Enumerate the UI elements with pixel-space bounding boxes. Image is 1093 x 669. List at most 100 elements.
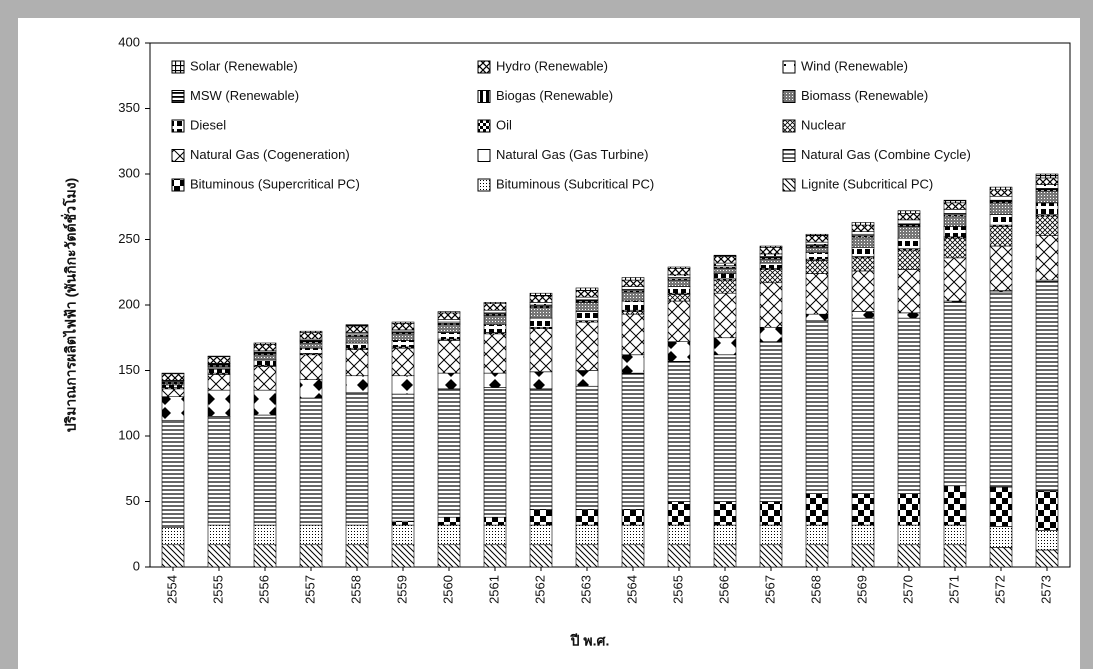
bar-segment xyxy=(253,524,277,546)
bar-segment xyxy=(253,544,277,568)
bar-segment xyxy=(437,311,461,314)
bar-segment xyxy=(207,524,231,546)
legend-label: Nuclear xyxy=(801,117,846,132)
y-tick-label: 150 xyxy=(118,362,140,377)
y-tick-label: 50 xyxy=(126,493,140,508)
x-tick-label: 2556 xyxy=(256,575,271,604)
x-tick-label: 2561 xyxy=(486,575,501,604)
bar-segment xyxy=(437,340,461,374)
legend-label: MSW (Renewable) xyxy=(190,88,299,103)
bar-segment xyxy=(897,544,921,568)
bar-segment xyxy=(299,397,323,526)
bar-segment xyxy=(713,279,737,294)
bar-segment xyxy=(805,235,829,243)
bar-segment xyxy=(943,544,967,568)
legend-label: Wind (Renewable) xyxy=(801,58,908,73)
x-tick-label: 2555 xyxy=(210,575,225,604)
x-tick-label: 2560 xyxy=(440,575,455,604)
bar-segment xyxy=(805,544,829,568)
bar-segment xyxy=(437,332,461,340)
bar-segment xyxy=(345,375,369,394)
bar-segment xyxy=(529,317,553,328)
bar-segment xyxy=(1035,215,1059,236)
bar-segment xyxy=(621,544,645,568)
bar-segment xyxy=(759,247,783,255)
bar-segment xyxy=(851,236,875,248)
bar-segment xyxy=(207,355,231,358)
bar-segment xyxy=(851,231,875,235)
bar-segment xyxy=(713,501,737,526)
bar-segment xyxy=(529,328,553,373)
x-tick-label: 2563 xyxy=(578,575,593,604)
legend-swatch xyxy=(477,119,491,133)
bar-segment xyxy=(437,319,461,323)
bar-segment xyxy=(161,373,185,381)
legend-label: Natural Gas (Gas Turbine) xyxy=(496,147,648,162)
bar-segment xyxy=(667,501,691,526)
bar-segment xyxy=(897,524,921,546)
bar-segment xyxy=(759,544,783,568)
bar-segment xyxy=(805,260,829,274)
bar-segment xyxy=(667,300,691,342)
bar-segment xyxy=(1035,190,1059,204)
bar-segment xyxy=(483,315,507,325)
bar-segment xyxy=(667,274,691,278)
bar-segment xyxy=(943,209,967,214)
y-tick-label: 100 xyxy=(118,427,140,442)
bar-segment xyxy=(851,524,875,546)
bar-segment xyxy=(345,325,369,333)
x-tick-label: 2570 xyxy=(900,575,915,604)
bar-segment xyxy=(437,388,461,518)
bar-segment xyxy=(575,287,599,291)
bar-segment xyxy=(943,524,967,546)
bar-segment xyxy=(299,332,323,340)
bar-segment xyxy=(713,544,737,568)
bar-segment xyxy=(713,256,737,264)
bar-segment xyxy=(575,385,599,510)
bar-segment xyxy=(621,300,645,311)
bar-segment xyxy=(759,269,783,284)
bar-segment xyxy=(161,527,185,546)
bar-segment xyxy=(253,389,277,416)
bar-segment xyxy=(621,277,645,281)
bar-segment xyxy=(299,544,323,568)
bar-segment xyxy=(483,309,507,314)
bar-segment xyxy=(621,286,645,290)
legend-label: Natural Gas (Cogeneration) xyxy=(190,147,350,162)
bar-segment xyxy=(805,233,829,236)
bar-segment xyxy=(667,544,691,568)
bar-segment xyxy=(437,524,461,546)
bar-segment xyxy=(759,524,783,546)
legend-swatch xyxy=(171,60,185,74)
bar-segment xyxy=(575,311,599,322)
bar-segment xyxy=(897,210,921,214)
bar-segment xyxy=(207,389,231,417)
legend-label: Biogas (Renewable) xyxy=(496,88,613,103)
bar-segment xyxy=(529,371,553,390)
bar-segment xyxy=(391,393,415,522)
bar-segment xyxy=(161,396,185,421)
bar-segment xyxy=(529,388,553,510)
bar-segment xyxy=(483,324,507,333)
x-tick-label: 2559 xyxy=(394,575,409,604)
legend-swatch xyxy=(782,178,796,192)
bar-segment xyxy=(529,302,553,306)
bar-segment xyxy=(805,241,829,246)
x-tick-label: 2569 xyxy=(854,575,869,604)
legend-label: Lignite (Subcritical PC) xyxy=(801,176,933,191)
bar-segment xyxy=(759,326,783,342)
bar-segment xyxy=(391,323,415,331)
bar-segment xyxy=(943,257,967,302)
y-tick-label: 250 xyxy=(118,231,140,246)
bar-segment xyxy=(575,321,599,371)
bar-segment xyxy=(207,416,231,526)
legend-swatch xyxy=(171,178,185,192)
bar-segment xyxy=(345,342,369,349)
bar-segment xyxy=(483,516,507,526)
bar-segment xyxy=(1035,184,1059,189)
bar-segment xyxy=(943,485,967,526)
bar-segment xyxy=(759,258,783,264)
bar-segment xyxy=(575,544,599,568)
bar-segment xyxy=(759,262,783,269)
legend-swatch xyxy=(171,119,185,133)
